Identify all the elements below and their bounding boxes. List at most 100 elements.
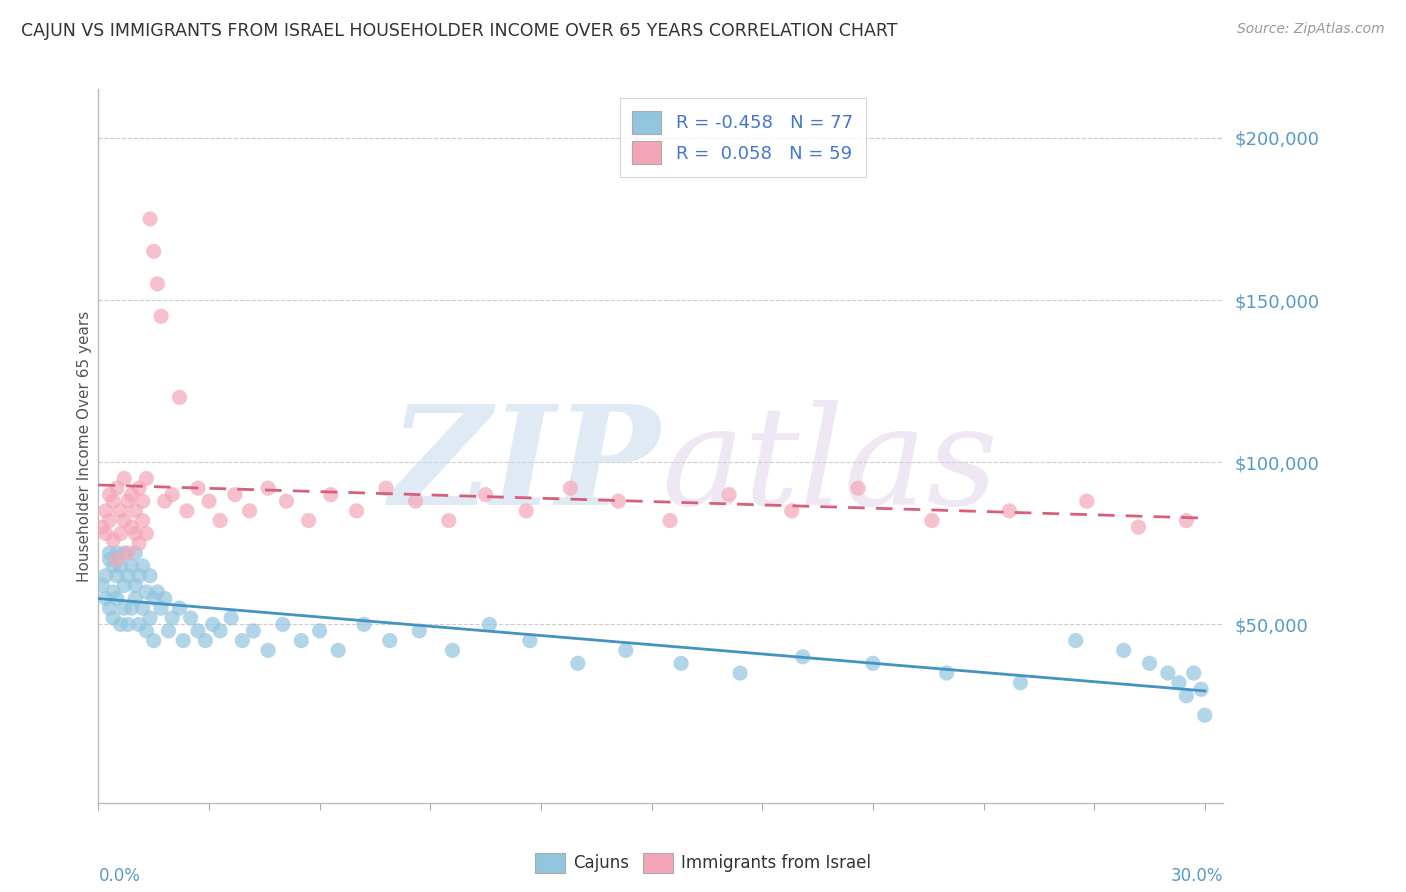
Point [1175,514,1198,528]
Point [101,611,124,625]
Point [105,591,128,606]
Point [319,488,342,502]
Point [378,633,401,648]
Point [1168,675,1191,690]
Point [121,520,143,534]
Legend: R = -0.458   N = 77, R =  0.058   N = 59: R = -0.458 N = 77, R = 0.058 N = 59 [620,98,866,178]
Point [131,514,153,528]
Point [139,211,162,226]
Point [128,617,150,632]
Point [862,657,884,671]
Point [169,390,191,404]
Point [201,617,224,632]
Point [121,559,143,574]
Point [117,617,139,632]
Point [478,617,501,632]
Point [1194,708,1216,723]
Point [101,494,124,508]
Text: atlas: atlas [661,401,998,534]
Point [560,481,582,495]
Point [1157,666,1180,681]
Point [135,585,157,599]
Point [160,488,183,502]
Point [290,633,312,648]
Point [124,546,146,560]
Point [124,578,146,592]
Point [160,611,183,625]
Point [112,578,135,592]
Point [515,504,537,518]
Point [194,633,217,648]
Point [98,546,121,560]
Point [209,624,232,638]
Point [142,591,165,606]
Point [112,514,135,528]
Y-axis label: Householder Income Over 65 years: Householder Income Over 65 years [77,310,91,582]
Point [101,585,124,599]
Point [121,601,143,615]
Point [607,494,630,508]
Point [94,568,117,582]
Point [231,633,253,648]
Point [146,585,169,599]
Point [1010,675,1032,690]
Point [91,578,114,592]
Point [150,310,173,324]
Point [112,601,135,615]
Point [224,488,246,502]
Point [792,649,814,664]
Point [780,504,803,518]
Point [139,568,162,582]
Point [105,481,128,495]
Point [1189,682,1212,697]
Point [614,643,637,657]
Point [405,494,427,508]
Point [169,601,191,615]
Point [669,657,692,671]
Point [298,514,321,528]
Point [1112,643,1135,657]
Point [105,568,128,582]
Point [98,601,121,615]
Point [1182,666,1205,681]
Point [1064,633,1087,648]
Point [98,488,121,502]
Point [326,643,349,657]
Point [1139,657,1161,671]
Point [101,533,124,547]
Point [124,504,146,518]
Point [112,546,135,560]
Point [998,504,1021,518]
Point [142,633,165,648]
Point [131,601,153,615]
Point [110,526,132,541]
Point [519,633,541,648]
Point [567,657,589,671]
Point [124,526,146,541]
Point [846,481,869,495]
Point [157,624,180,638]
Point [146,277,169,291]
Point [98,514,121,528]
Point [135,526,157,541]
Point [105,546,128,560]
Point [110,617,132,632]
Point [437,514,460,528]
Point [718,488,741,502]
Point [257,643,280,657]
Point [187,481,209,495]
Point [135,471,157,485]
Text: 0.0%: 0.0% [98,867,141,885]
Legend: Cajuns, Immigrants from Israel: Cajuns, Immigrants from Israel [529,847,877,880]
Text: CAJUN VS IMMIGRANTS FROM ISRAEL HOUSEHOLDER INCOME OVER 65 YEARS CORRELATION CHA: CAJUN VS IMMIGRANTS FROM ISRAEL HOUSEHOL… [21,22,897,40]
Point [121,488,143,502]
Point [239,504,262,518]
Text: Source: ZipAtlas.com: Source: ZipAtlas.com [1237,22,1385,37]
Point [94,526,117,541]
Point [142,244,165,259]
Point [131,559,153,574]
Point [131,494,153,508]
Text: 30.0%: 30.0% [1171,867,1223,885]
Point [198,494,221,508]
Point [150,601,173,615]
